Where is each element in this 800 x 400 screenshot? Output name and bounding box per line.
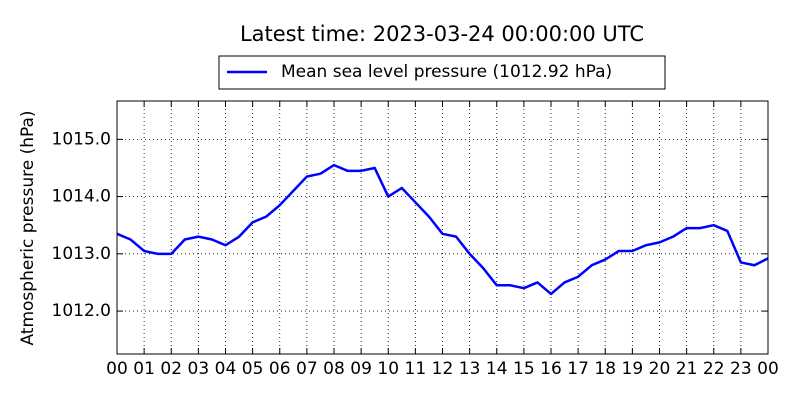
y-axis-label: Atmospheric pressure (hPa) [18,110,38,345]
x-tick-label: 04 [215,359,237,379]
y-tick-label: 1012.0 [52,301,111,321]
x-tick-label: 15 [513,359,535,379]
x-tick-label: 14 [486,359,508,379]
x-tick-label: 16 [540,359,562,379]
x-tick-label: 02 [160,359,182,379]
x-tick-label: 20 [649,359,671,379]
x-tick-label: 22 [703,359,725,379]
legend-label: Mean sea level pressure (1012.92 hPa) [281,62,612,82]
y-tick-label: 1013.0 [52,244,111,264]
x-tick-label: 00 [106,359,128,379]
x-tick-label: 13 [459,359,481,379]
x-tick-label: 10 [377,359,399,379]
x-tick-label: 17 [567,359,589,379]
x-tick-label: 01 [133,359,155,379]
x-tick-label: 07 [296,359,318,379]
x-tick-label: 00 [757,359,779,379]
x-tick-label: 21 [676,359,698,379]
x-tick-label: 23 [730,359,752,379]
x-tick-label: 12 [432,359,454,379]
y-tick-label: 1015.0 [52,129,111,149]
x-tick-label: 09 [350,359,372,379]
x-tick-label: 03 [188,359,210,379]
x-tick-label: 18 [594,359,616,379]
legend-box [218,55,666,90]
x-tick-label: 05 [242,359,264,379]
x-tick-label: 19 [622,359,644,379]
line [116,163,769,296]
y-tick-label: 1014.0 [52,187,111,207]
plot-frame [116,100,769,355]
chart-title: Latest time: 2023-03-24 00:00:00 UTC [240,22,644,46]
x-tick-label: 06 [269,359,291,379]
x-tick-label: 11 [405,359,427,379]
x-tick-label: 08 [323,359,345,379]
